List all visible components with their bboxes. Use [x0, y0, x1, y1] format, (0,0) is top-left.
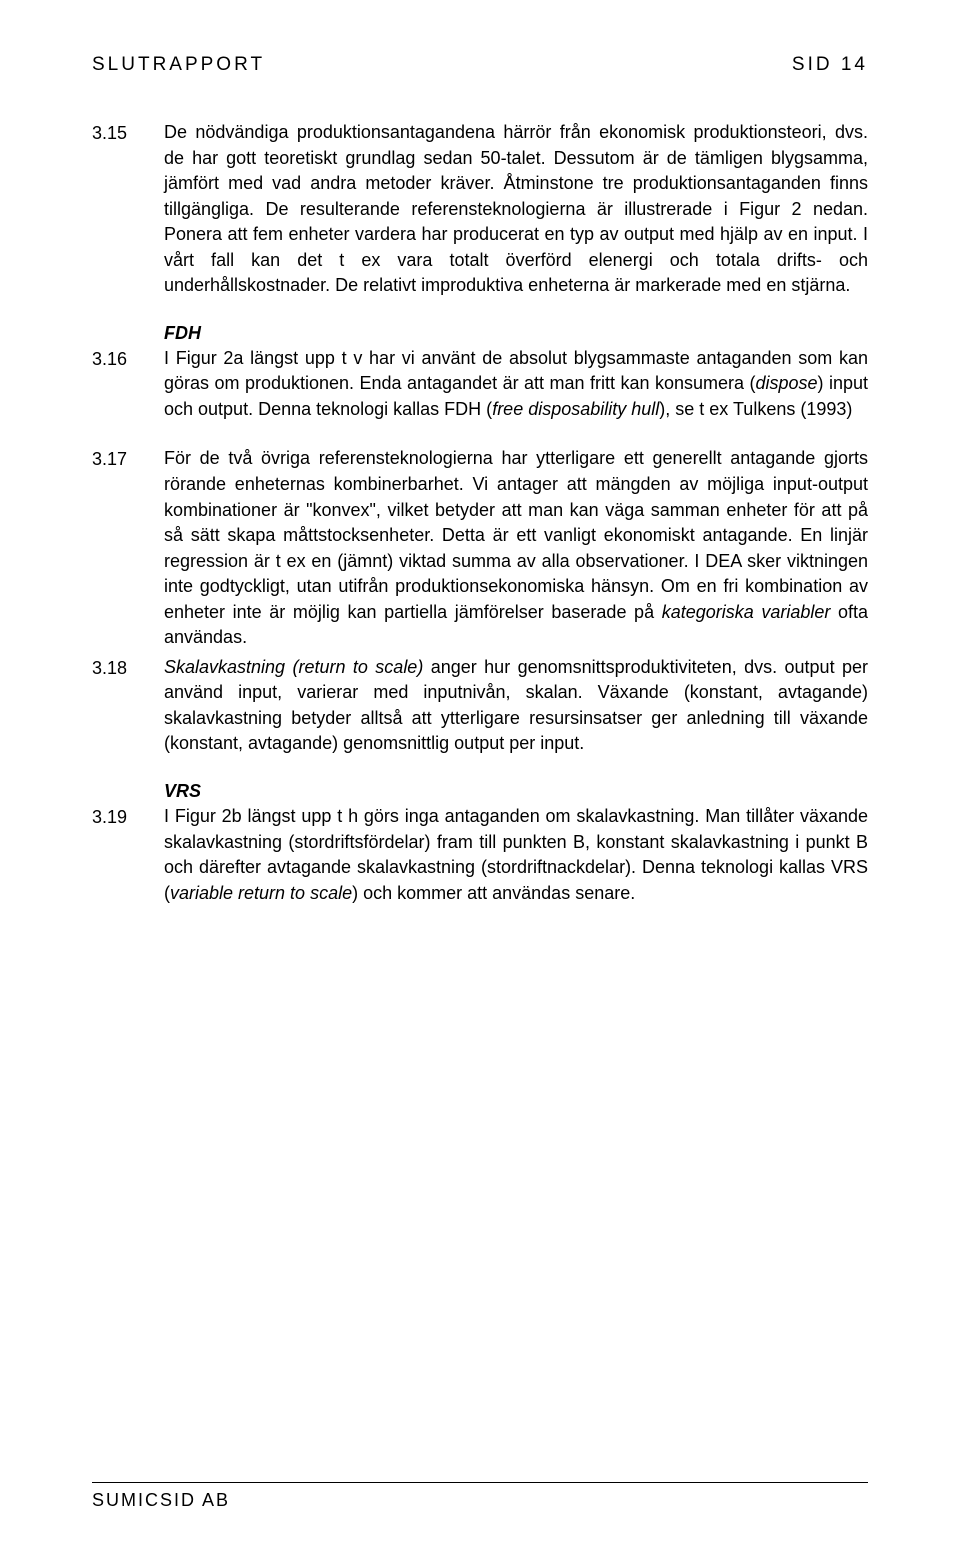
paragraph-3-18: 3.18 Skalavkastning (return to scale) an… [92, 655, 868, 757]
para-body: För de två övriga referensteknologierna … [164, 446, 868, 650]
page-header: SLUTRAPPORT SID 14 [92, 54, 868, 76]
para-num: 3.19 [92, 804, 164, 906]
footer-rule [92, 1482, 868, 1483]
italic: Skalavkastning (return to scale) [164, 657, 423, 677]
para-body: Skalavkastning (return to scale) anger h… [164, 655, 868, 757]
header-left: SLUTRAPPORT [92, 54, 265, 76]
header-right: SID 14 [792, 54, 868, 76]
paragraph-3-15: 3.15 De nödvändiga produktionsantaganden… [92, 120, 868, 299]
text: För de två övriga referensteknologierna … [164, 448, 868, 621]
paragraph-3-19: 3.19 I Figur 2b längst upp t h görs inga… [92, 804, 868, 906]
italic: kategoriska variabler [662, 602, 831, 622]
para-body: De nödvändiga produktionsantagandena här… [164, 120, 868, 299]
italic: free disposability hull [492, 399, 659, 419]
para-body: I Figur 2a längst upp t v har vi använt … [164, 346, 868, 423]
para-num: 3.18 [92, 655, 164, 757]
paragraph-3-16: 3.16 I Figur 2a längst upp t v har vi an… [92, 346, 868, 423]
para-num: 3.15 [92, 120, 164, 299]
para-body: I Figur 2b längst upp t h görs inga anta… [164, 804, 868, 906]
para-num: 3.17 [92, 446, 164, 650]
italic: dispose [755, 373, 817, 393]
subhead-fdh: FDH [164, 323, 868, 344]
text: ) och kommer att användas senare. [352, 883, 635, 903]
text: ), se t ex Tulkens (1993) [659, 399, 852, 419]
subhead-vrs: VRS [164, 781, 868, 802]
para-num: 3.16 [92, 346, 164, 423]
paragraph-3-17: 3.17 För de två övriga referensteknologi… [92, 446, 868, 650]
italic: variable return to scale [170, 883, 352, 903]
footer-text: SUMICSID AB [92, 1490, 230, 1511]
